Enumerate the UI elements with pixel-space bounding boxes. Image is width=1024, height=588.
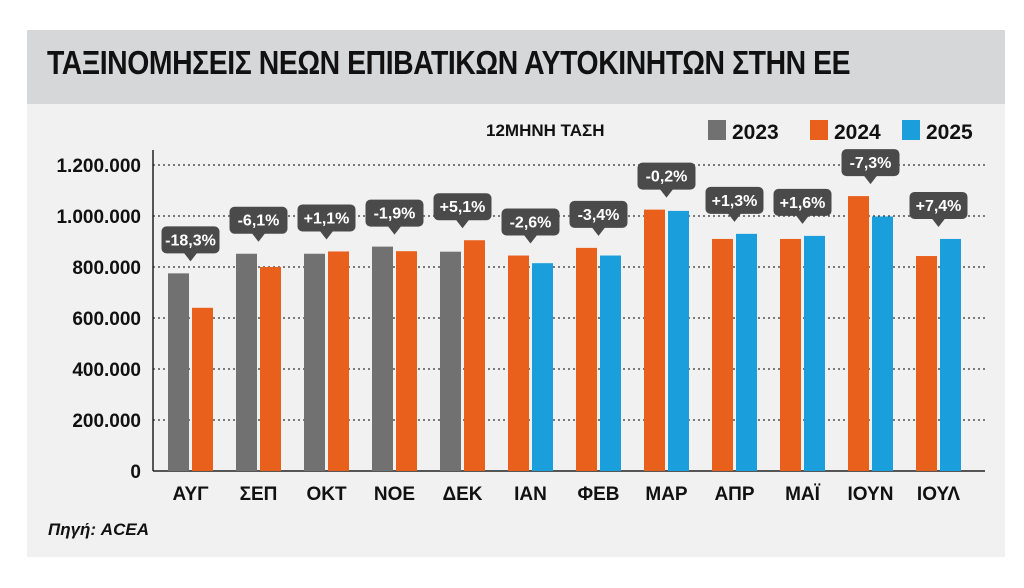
change-badge xyxy=(841,149,900,177)
bar-ΦΕΒ-2025 xyxy=(600,255,621,471)
title-bar: ΤΑΞΙΝΟΜΗΣΕΙΣ ΝΕΩΝ ΕΠΙΒΑΤΙΚΩΝ ΑΥΤΟΚΙΝΗΤΩΝ… xyxy=(27,30,1005,104)
change-badge-pointer xyxy=(251,232,266,242)
change-badge-pointer xyxy=(523,234,538,244)
bar-ΙΟΥΝ-2025 xyxy=(872,216,893,471)
bar-ΦΕΒ-2024 xyxy=(576,247,597,471)
x-tick-label: ΝΟΕ xyxy=(374,484,415,505)
chart-title: ΤΑΞΙΝΟΜΗΣΕΙΣ ΝΕΩΝ ΕΠΙΒΑΤΙΚΩΝ ΑΥΤΟΚΙΝΗΤΩΝ… xyxy=(47,44,851,81)
bar-ΙΟΥΝ-2024 xyxy=(848,196,869,472)
y-tick-label: 400.000 xyxy=(72,360,141,381)
change-badge-pointer xyxy=(319,230,334,240)
bar-ΙΟΥΛ-2024 xyxy=(916,256,937,471)
change-badge xyxy=(161,226,220,254)
bar-ΔΕΚ-2024 xyxy=(464,240,485,471)
bar-ΝΟΕ-2023 xyxy=(372,246,393,471)
change-badge-pointer xyxy=(727,212,742,222)
legend-swatch-2024 xyxy=(810,120,828,140)
x-tick-label: ΔΕΚ xyxy=(442,484,482,505)
y-tick-label: 200.000 xyxy=(72,411,141,432)
change-badge xyxy=(297,204,356,232)
source-note: Πηγή: ACEA xyxy=(48,520,149,539)
x-tick-label: ΜΑΪ xyxy=(785,484,821,505)
bar-ΑΥΓ-2023 xyxy=(168,273,189,471)
y-tick-label: 0 xyxy=(130,462,141,483)
change-badge-pointer xyxy=(591,226,606,236)
change-badge-pointer xyxy=(863,175,878,185)
change-label: -3,4% xyxy=(578,207,620,224)
x-tick-label: ΜΑΡ xyxy=(645,484,688,505)
change-label: -2,6% xyxy=(510,215,552,232)
change-label: +1,1% xyxy=(304,210,350,227)
y-tick-label: 1.000.000 xyxy=(56,207,141,228)
x-tick-label: ΙΑΝ xyxy=(514,484,547,505)
bar-ΑΥΓ-2024 xyxy=(192,307,213,471)
legend-swatch-2025 xyxy=(902,120,920,140)
change-label: +1,6% xyxy=(780,195,826,212)
change-badge xyxy=(773,188,832,216)
change-badge-pointer xyxy=(659,188,674,198)
change-badge xyxy=(229,206,288,234)
bar-ΟΚΤ-2023 xyxy=(304,253,325,471)
change-badge xyxy=(501,208,560,236)
bar-ΑΠΡ-2025 xyxy=(736,233,757,471)
x-tick-label: ΣΕΠ xyxy=(240,484,278,505)
bar-ΣΕΠ-2024 xyxy=(260,267,281,471)
change-badge xyxy=(705,186,764,214)
change-badge xyxy=(433,193,492,221)
x-tick-label: ΟΚΤ xyxy=(306,484,347,505)
chart-subtitle: 12ΜΗΝΗ ΤΑΣΗ xyxy=(486,121,605,140)
change-badge xyxy=(637,162,696,190)
change-badge xyxy=(909,191,968,219)
change-badge-pointer xyxy=(183,252,198,262)
change-label: -18,3% xyxy=(165,232,216,249)
bar-ΜΑΪ-2024 xyxy=(780,238,801,471)
bar-ΜΑΪ-2025 xyxy=(804,235,825,471)
change-label: +5,1% xyxy=(440,199,486,216)
change-badge-pointer xyxy=(931,217,946,227)
legend-label-2025: 2025 xyxy=(926,121,973,144)
change-label: -1,9% xyxy=(374,206,416,223)
change-label: -7,3% xyxy=(850,155,892,172)
y-tick-label: 800.000 xyxy=(72,258,141,279)
bar-ΝΟΕ-2024 xyxy=(396,251,417,471)
change-badge xyxy=(365,199,424,227)
change-label: -0,2% xyxy=(646,169,688,186)
bar-ΔΕΚ-2023 xyxy=(440,251,461,471)
bar-ΑΠΡ-2024 xyxy=(712,238,733,471)
bar-ΙΟΥΛ-2025 xyxy=(940,238,961,471)
bar-ΙΑΝ-2024 xyxy=(508,255,529,471)
y-tick-label: 1.200.000 xyxy=(56,156,141,177)
x-tick-label: ΑΠΡ xyxy=(714,484,754,505)
legend-label-2023: 2023 xyxy=(732,121,779,144)
change-label: +1,3% xyxy=(712,193,758,210)
bar-ΙΑΝ-2025 xyxy=(532,263,553,471)
change-label: +7,4% xyxy=(916,198,962,215)
x-tick-label: ΑΥΓ xyxy=(172,484,209,505)
bar-ΜΑΡ-2025 xyxy=(668,210,689,471)
change-badge xyxy=(569,200,628,228)
bar-ΣΕΠ-2023 xyxy=(236,253,257,471)
bar-ΟΚΤ-2024 xyxy=(328,251,349,471)
change-badge-pointer xyxy=(795,214,810,224)
bar-ΜΑΡ-2024 xyxy=(644,209,665,471)
legend-swatch-2023 xyxy=(708,120,726,140)
change-badge-pointer xyxy=(387,225,402,235)
x-tick-label: ΦΕΒ xyxy=(578,484,620,505)
y-tick-label: 600.000 xyxy=(72,309,141,330)
x-tick-label: ΙΟΥΝ xyxy=(848,484,894,505)
x-tick-label: ΙΟΥΛ xyxy=(917,484,960,505)
legend-label-2024: 2024 xyxy=(834,121,881,144)
change-label: -6,1% xyxy=(238,213,280,230)
change-badge-pointer xyxy=(455,219,470,229)
